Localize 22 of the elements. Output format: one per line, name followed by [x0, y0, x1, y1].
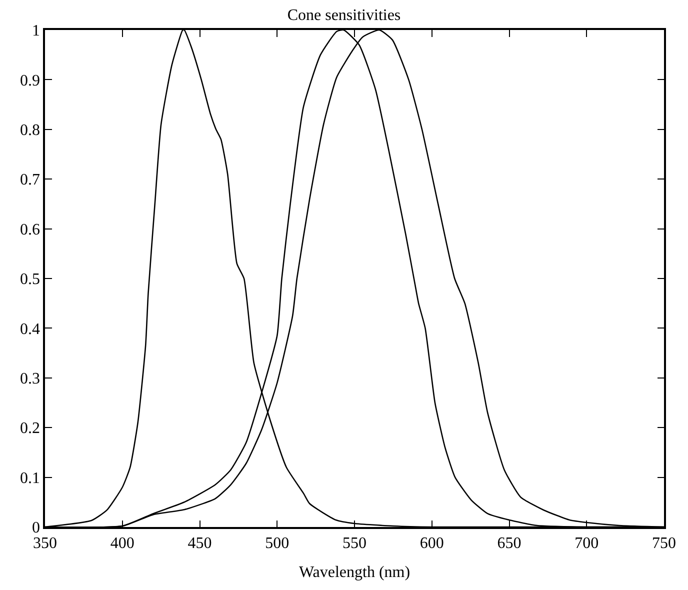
y-tick-label: 0.5 [20, 271, 40, 288]
y-tick-label: 0 [32, 520, 40, 537]
y-tick-label: 0.8 [20, 122, 40, 139]
x-tick-label: 600 [420, 534, 444, 552]
y-tick-label: 0.1 [20, 470, 40, 487]
y-tick-label: 1 [32, 22, 40, 40]
y-tick-label: 0.2 [20, 420, 40, 438]
x-tick-label: 550 [342, 534, 366, 552]
y-tick-label: 0.9 [20, 72, 40, 90]
x-tick-label: 500 [265, 534, 290, 552]
x-tick-label: 750 [652, 534, 676, 552]
y-tick-label: 0.4 [20, 320, 40, 338]
y-tick-label: 0.6 [20, 221, 40, 238]
x-tick-label: 350 [33, 534, 57, 552]
y-tick-label: 0.7 [20, 172, 40, 189]
y-tick-label: 0.3 [20, 370, 40, 388]
x-tick-label: 400 [110, 534, 134, 552]
x-tick-label: 650 [497, 534, 522, 552]
x-axis-title: Wavelength (nm) [298, 564, 410, 582]
x-tick-label: 450 [188, 534, 212, 552]
x-tick-label: 700 [574, 534, 599, 552]
chart-title: Cone sensitivities [287, 7, 401, 24]
